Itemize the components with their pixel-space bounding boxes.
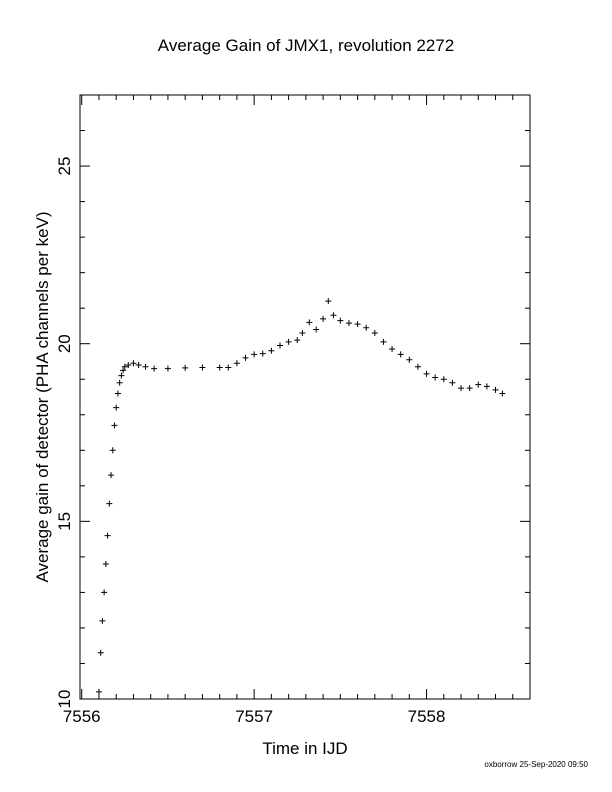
- data-point: [440, 376, 447, 383]
- data-point: [109, 447, 116, 454]
- data-point: [466, 385, 473, 392]
- data-point: [449, 379, 456, 386]
- data-point: [277, 342, 283, 349]
- data-point: [389, 346, 396, 353]
- data-point: [492, 386, 499, 393]
- data-point: [325, 298, 332, 305]
- data-point: [337, 317, 344, 324]
- data-point: [499, 390, 506, 397]
- data-point: [233, 360, 240, 367]
- x-tick-label: 7557: [235, 707, 273, 726]
- data-point: [371, 330, 378, 337]
- data-point: [251, 351, 258, 358]
- data-point: [164, 365, 171, 372]
- data-point: [142, 363, 149, 370]
- data-point: [199, 364, 206, 371]
- data-point: [151, 365, 158, 372]
- data-point: [114, 390, 121, 397]
- y-tick-label: 25: [55, 157, 74, 176]
- plot-frame: [79, 94, 531, 700]
- data-point: [120, 367, 127, 374]
- data-point: [354, 321, 361, 328]
- data-point: [306, 319, 313, 326]
- data-point: [225, 364, 232, 371]
- data-point: [345, 320, 352, 327]
- axis-tick-labels: 10 15 20 25 7556 7557 7558: [55, 157, 445, 726]
- data-point: [423, 370, 430, 377]
- data-point: [102, 560, 109, 567]
- data-point: [475, 381, 482, 388]
- data-point: [294, 337, 301, 344]
- data-point: [130, 360, 137, 367]
- data-point: [97, 649, 104, 656]
- data-point: [108, 472, 115, 479]
- data-point: [259, 350, 266, 357]
- data-point: [101, 589, 108, 596]
- data-point: [458, 385, 465, 392]
- data-point: [483, 383, 490, 390]
- data-point: [121, 363, 128, 370]
- data-point: [95, 688, 102, 695]
- data-point: [406, 356, 413, 363]
- x-axis-label: Time in IJD: [262, 739, 347, 758]
- x-tick-label: 7556: [63, 707, 101, 726]
- data-point: [268, 347, 275, 354]
- data-point: [397, 351, 404, 358]
- data-point: [106, 500, 113, 507]
- y-axis-label: Average gain of detector (PHA channels p…: [33, 211, 52, 582]
- y-tick-label: 15: [55, 512, 74, 531]
- data-point: [116, 379, 123, 386]
- x-tick-label: 7558: [408, 707, 446, 726]
- data-point: [242, 354, 249, 361]
- data-point: [104, 532, 111, 539]
- data-point: [216, 364, 223, 371]
- data-point: [111, 422, 118, 429]
- data-point: [113, 404, 120, 411]
- data-point: [330, 312, 337, 319]
- axis-ticks: [80, 94, 531, 700]
- data-point: [432, 374, 439, 381]
- footer-note: oxborrow 25-Sep-2020 09:50: [484, 760, 588, 769]
- data-point: [299, 330, 306, 337]
- y-tick-label: 10: [55, 690, 74, 709]
- data-point: [99, 617, 106, 624]
- data-point: [125, 362, 132, 369]
- data-point: [135, 362, 142, 369]
- data-point: [118, 372, 125, 379]
- data-point: [320, 315, 327, 322]
- data-point: [414, 363, 421, 370]
- data-point: [182, 364, 189, 371]
- data-point: [363, 324, 370, 331]
- data-point: [380, 338, 387, 345]
- y-tick-label: 20: [55, 334, 74, 353]
- data-point: [285, 338, 292, 345]
- data-points: [95, 298, 506, 695]
- chart-title: Average Gain of JMX1, revolution 2272: [157, 36, 455, 55]
- data-point: [313, 326, 320, 333]
